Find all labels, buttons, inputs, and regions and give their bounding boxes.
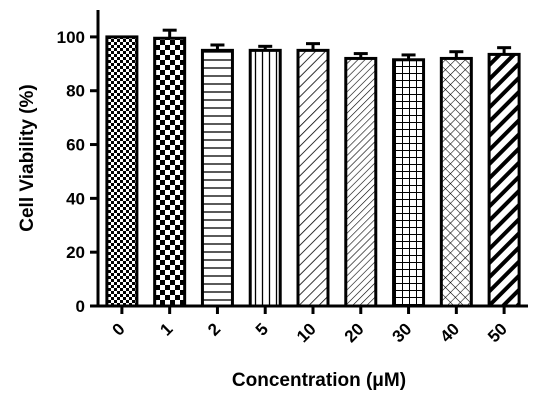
y-tick-label: 60: [66, 136, 85, 155]
x-tick-label: 2: [204, 319, 224, 339]
bar-10: [296, 48, 330, 308]
x-tick-label: 1: [156, 319, 176, 339]
x-tick-label: 50: [484, 319, 511, 346]
y-tick-label: 100: [57, 28, 85, 47]
bars-layer: [105, 35, 521, 308]
bar-0: [105, 35, 139, 308]
bar-30: [392, 58, 426, 308]
y-ticks: 0 20 40 60 80 100: [57, 28, 98, 316]
bar-40: [439, 56, 473, 308]
x-tick-label: 30: [389, 319, 416, 346]
bar-1: [153, 36, 187, 308]
x-tick-label: 10: [293, 319, 320, 346]
y-tick-label: 80: [66, 82, 85, 101]
error-bars-layer: [162, 28, 512, 60]
x-tick-label: 20: [341, 319, 368, 346]
x-tick-label: 0: [109, 319, 129, 339]
y-tick-label: 40: [66, 189, 85, 208]
bar-20: [344, 56, 378, 308]
bar-50: [487, 52, 521, 308]
y-tick-label: 20: [66, 243, 85, 262]
x-axis-title: Concentration (μM): [232, 370, 406, 391]
bar-2: [200, 48, 234, 308]
y-axis-title: Cell Viability (%): [17, 84, 38, 231]
x-tick-label: 5: [252, 319, 272, 339]
x-ticks: 0 1 2 5 10 20 30 40 50: [109, 306, 511, 346]
y-tick-label: 0: [76, 297, 85, 316]
x-tick-label: 40: [436, 319, 463, 346]
bar-5: [248, 48, 282, 308]
